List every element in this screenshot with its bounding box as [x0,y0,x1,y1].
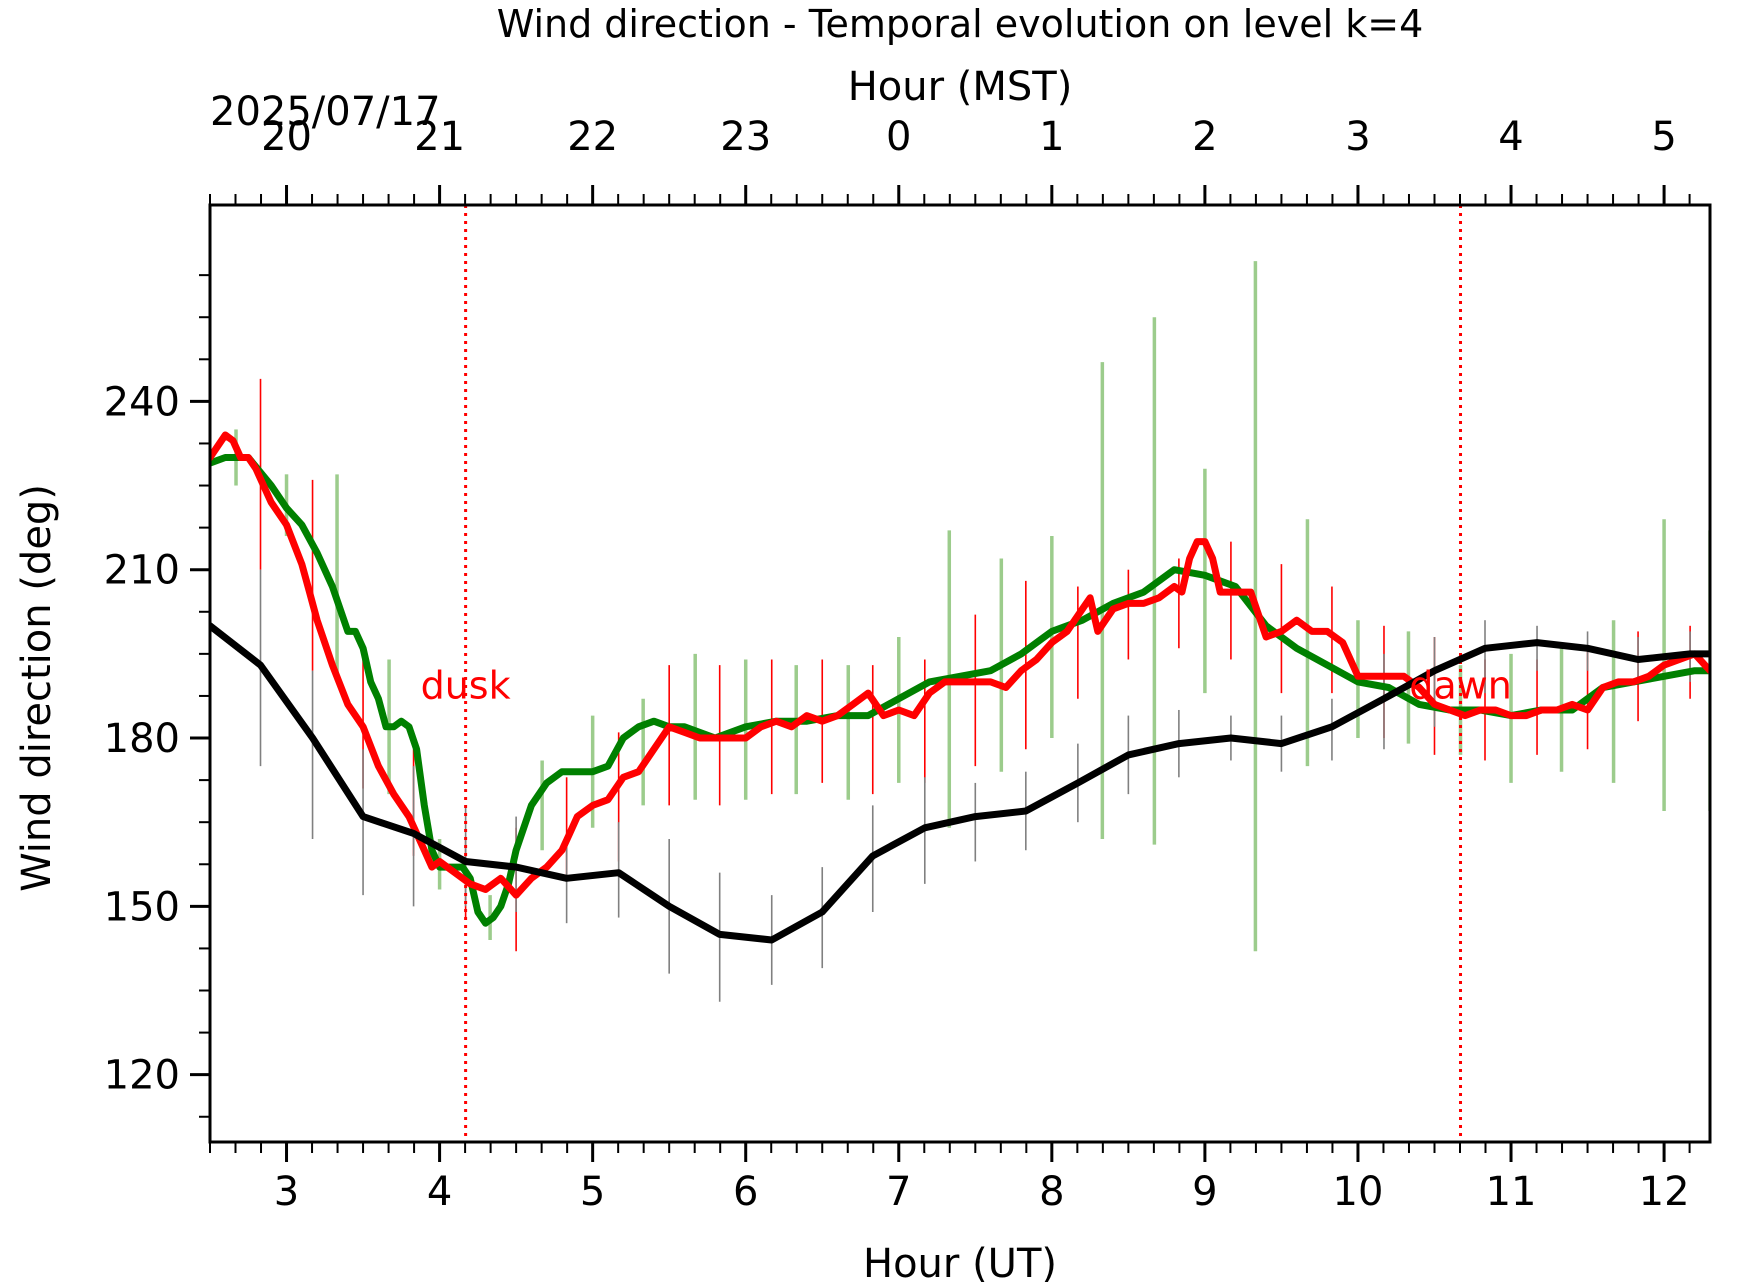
annotation-dawn: dawn [1409,664,1512,708]
x-tick-label-2: 5 [580,1169,605,1215]
series-line-1 [210,431,1710,899]
x2-tick-label-8: 4 [1498,114,1523,160]
x2-tick-label-2: 22 [567,114,618,160]
x2-tick-label-3: 23 [720,114,771,160]
error-bars [234,261,1710,1002]
y-tick-label-4: 240 [104,379,180,425]
x-tick-label-3: 6 [733,1169,758,1215]
x-tick-label-5: 8 [1039,1169,1064,1215]
x-axis-label: Hour (UT) [863,1241,1057,1282]
x2-tick-label-5: 1 [1039,114,1064,160]
y-tick-label-2: 180 [104,716,180,762]
plot-frame [208,203,1712,1144]
y-tick-label-0: 120 [104,1053,180,1099]
top-axis-label: Hour (MST) [848,64,1073,110]
annotations: dusk dawn [421,664,1512,708]
x-tick-label-9: 12 [1639,1169,1690,1215]
chart-title: Wind direction - Temporal evolution on l… [497,2,1424,46]
annotation-dusk: dusk [421,664,511,708]
series-line-0 [210,454,1710,927]
x-tick-label-4: 7 [886,1169,911,1215]
series-lines [210,431,1710,944]
x2-tick-label-0: 20 [261,114,312,160]
x2-tick-label-7: 3 [1345,114,1370,160]
series-line-2 [210,622,1710,944]
x2-tick-label-1: 21 [414,114,465,160]
x2-tick-label-6: 2 [1192,114,1217,160]
x-tick-label-6: 9 [1192,1169,1217,1215]
date-label: 2025/07/17 [210,89,441,135]
y-tick-label-1: 150 [104,884,180,930]
x-tick-label-0: 3 [274,1169,299,1215]
x2-tick-label-4: 0 [886,114,911,160]
x-tick-label-7: 10 [1333,1169,1384,1215]
x2-tick-label-9: 5 [1651,114,1676,160]
x-tick-label-1: 4 [427,1169,452,1215]
x-tick-label-8: 11 [1486,1169,1537,1215]
y-tick-label-3: 210 [104,548,180,594]
y-axis-label: Wind direction (deg) [14,484,60,892]
